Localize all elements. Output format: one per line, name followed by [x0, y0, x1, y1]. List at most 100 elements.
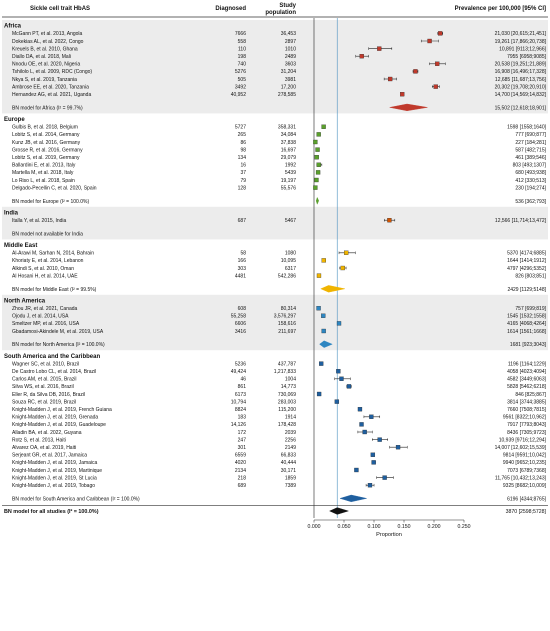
study-population: 6317 [285, 266, 296, 272]
point-estimate [316, 162, 321, 167]
study-diagnosed: 6606 [235, 321, 246, 327]
study-ci: 16,908 [16,496;17,328] [495, 69, 547, 75]
point-estimate [357, 407, 363, 412]
x-tick-label: 0.200 [428, 524, 441, 530]
study-population: 5467 [285, 218, 296, 224]
study-label: Kunz JB, et al. 2016, Germany [12, 140, 81, 146]
study-ci: 19,261 [17,866;20,738] [495, 39, 547, 45]
point-estimate [336, 369, 341, 374]
study-label: Eller R, da Silva DB, 2016, Brazil [12, 392, 85, 398]
point-estimate [315, 147, 320, 152]
point-estimate [321, 328, 326, 334]
group-model-diamond [389, 103, 428, 112]
study-diagnosed: 14,126 [231, 422, 247, 428]
study-label: Nkya S, et al. 2019, Tanzania [12, 77, 77, 83]
group-model-ci: 536 [362;793] [515, 199, 546, 205]
study-population: 36,453 [281, 31, 297, 37]
point-estimate [387, 76, 393, 82]
point-estimate [313, 139, 318, 145]
study-diagnosed: 861 [238, 384, 247, 390]
study-ci: 1644 [1414;1912] [507, 258, 547, 264]
point-estimate [413, 69, 418, 74]
study-ci: 461 [389;546] [515, 155, 546, 161]
x-axis-label: Proportion [376, 532, 402, 538]
study-population: 5439 [285, 170, 296, 176]
study-diagnosed: 46 [240, 377, 246, 383]
point-estimate [377, 437, 382, 442]
study-ci: 4797 [4296;5352] [507, 266, 547, 272]
study-diagnosed: 740 [238, 62, 247, 68]
study-diagnosed: 265 [238, 132, 247, 138]
group-title: South America and the Caribbean [4, 354, 100, 360]
study-population: 10,095 [281, 258, 297, 264]
overall-model-ci: 3870 [2598;5728] [506, 509, 547, 515]
x-tick-label: 0.000 [308, 524, 321, 530]
study-population: 178,428 [278, 422, 296, 428]
study-label: Gulbis B, et al. 2018, Belgium [12, 125, 78, 131]
point-estimate [387, 218, 392, 223]
study-population: 29,079 [281, 155, 297, 161]
study-diagnosed: 198 [238, 54, 247, 60]
study-label: Ballardini E, et al. 2013, Italy [12, 163, 76, 169]
study-population: 2489 [285, 54, 296, 60]
point-estimate [315, 170, 321, 175]
study-population: 3981 [285, 77, 296, 83]
study-label: Al Hosani H, et al. 2014, UAE [12, 273, 78, 279]
study-population: 1004 [285, 377, 296, 383]
point-estimate [313, 185, 318, 190]
point-estimate [427, 38, 432, 44]
study-diagnosed: 4481 [235, 273, 246, 279]
group-model-ci: 15,502 [12,618;18,901] [495, 105, 547, 111]
study-label: Knight-Madden J, et al. 2019, Tobago [12, 483, 95, 489]
x-tick-label: 0.250 [458, 524, 471, 530]
study-label: Serjeant GR, et al. 2017, Jamaica [12, 453, 87, 459]
study-ci: 5828 [5462;6218] [507, 384, 547, 390]
study-label: Carlos AM, et al. 2015, Brazil [12, 377, 76, 383]
study-diagnosed: 3416 [235, 329, 246, 335]
study-ci: 11,765 [10,432;13,243] [495, 475, 547, 481]
study-ci: 1545 [1532;1558] [507, 314, 547, 320]
group-model-label: BN model for Africa (I² = 99.7%) [12, 105, 83, 111]
study-population: 14,773 [281, 384, 297, 390]
study-population: 17,200 [281, 84, 297, 90]
study-diagnosed: 505 [238, 77, 247, 83]
study-population: 1992 [285, 163, 296, 169]
study-population: 1914 [285, 415, 296, 421]
study-diagnosed: 166 [238, 258, 247, 264]
study-ci: 4582 [3449;6063] [507, 377, 547, 383]
point-estimate [319, 361, 324, 366]
study-population: 37,838 [281, 140, 297, 146]
study-label: Souza RC, et al. 2019, Brazil [12, 399, 76, 405]
group-title: Europe [4, 117, 25, 123]
study-label: Dokekias AL, et al. 2022, Congo [12, 39, 84, 45]
study-diagnosed: 172 [238, 430, 247, 436]
study-label: Grosse R, et al. 2016, Germany [12, 147, 83, 153]
study-label: Diallo DA, et al. 2018, Mali [12, 54, 71, 60]
study-diagnosed: 5276 [235, 69, 246, 75]
study-ci: 12,566 [11,714;13,472] [495, 218, 547, 224]
study-population: 16,697 [281, 147, 297, 153]
study-population: 31,204 [281, 69, 297, 75]
study-population: 278,585 [278, 92, 296, 98]
group-title: India [4, 210, 19, 216]
study-label: Knight-Madden J, et al. 2019, St Lucia [12, 475, 97, 481]
study-label: Hernandez AG, et al. 2021, Uganda [12, 92, 91, 98]
study-ci: 1614 [1561;1668] [507, 329, 547, 335]
study-population: 2039 [285, 430, 296, 436]
study-population: 40,444 [281, 460, 297, 466]
study-label: Kreuels B, et al. 2010, Ghana [12, 46, 78, 52]
study-ci: 12,685 [11,687;13,756] [495, 77, 547, 83]
point-estimate [359, 422, 364, 427]
study-label: Ambrose EE, et al. 2020, Tanzania [12, 84, 89, 90]
study-diagnosed: 86 [240, 140, 246, 146]
study-ci: 803 [493;1307] [513, 163, 547, 169]
study-label: Tshilolo L, et al. 2009, RDC (Congo) [12, 69, 92, 75]
point-estimate [321, 124, 326, 129]
study-ci: 14,007 [12,602;15,539] [495, 445, 547, 451]
study-diagnosed: 4020 [235, 460, 246, 466]
study-ci: 4165 [4068;4264] [507, 321, 547, 327]
study-label: De Castro Lobo CL, et al. 2014, Brazil [12, 369, 96, 375]
group-title: Africa [4, 24, 22, 30]
study-ci: 230 [194;274] [515, 185, 546, 191]
study-ci: 5370 [4174;6885] [507, 251, 547, 257]
